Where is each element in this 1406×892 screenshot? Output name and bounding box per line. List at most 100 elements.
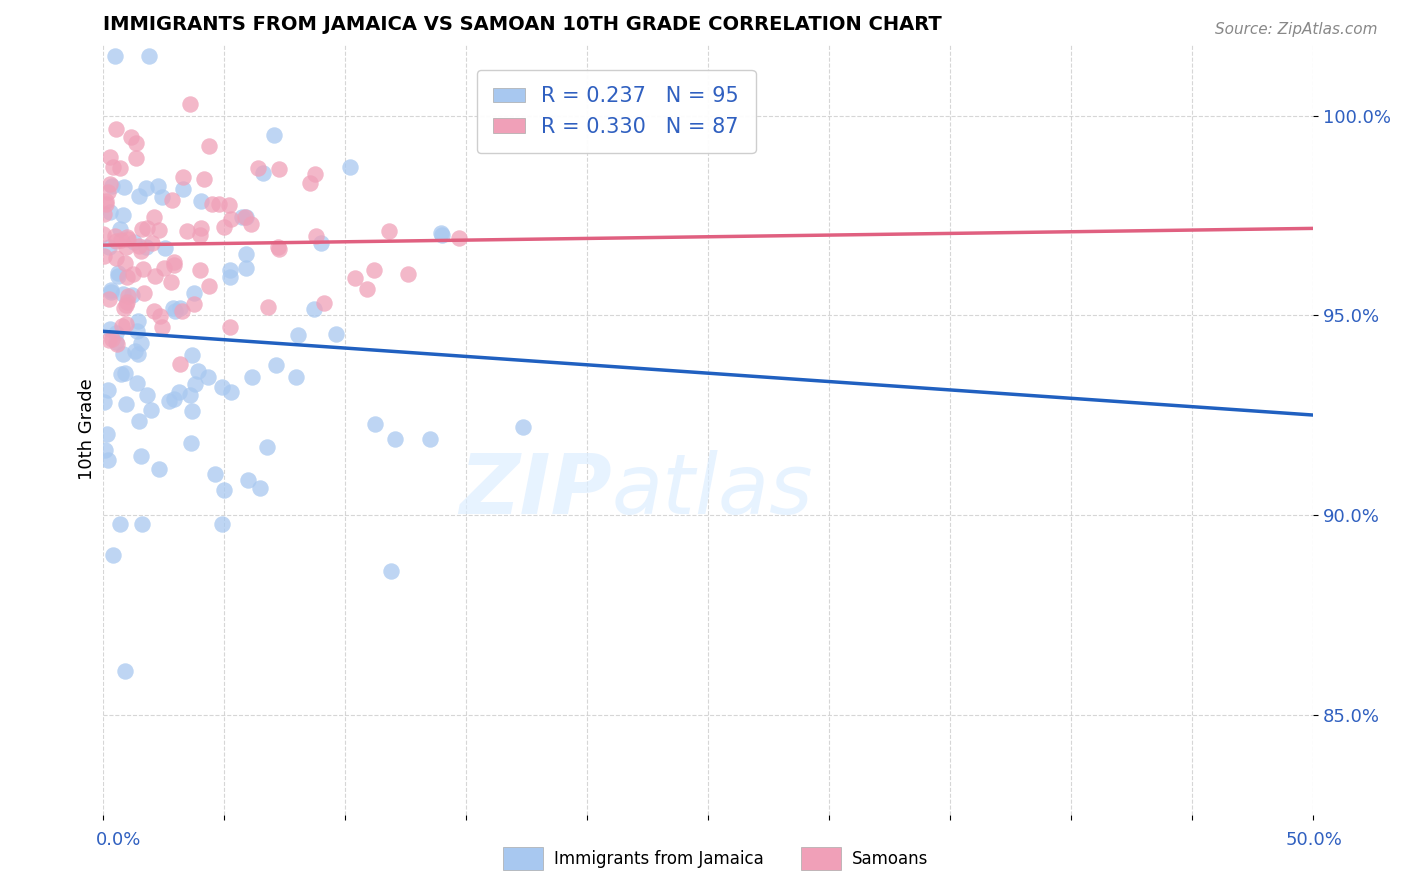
Point [218,320,240,334]
Point [188,228,211,243]
Point [176,224,198,238]
Point [153,241,176,255]
Point [136,220,159,235]
Point [218,270,240,285]
Point [249,481,271,495]
Point [114,665,136,679]
Point [257,300,280,314]
Point [112,301,135,316]
Point [430,226,453,240]
Point [159,275,181,289]
Text: atlas: atlas [612,450,813,532]
Point [141,236,163,251]
Point [148,462,170,476]
Point [143,304,166,318]
Point [304,301,326,316]
Point [284,369,307,384]
Point [93,394,115,409]
Point [100,284,122,298]
Point [212,483,235,497]
Point [105,251,128,265]
Point [125,151,148,165]
Point [160,193,183,207]
Point [111,347,134,361]
Point [107,266,129,280]
Point [111,208,134,222]
Point [104,122,127,136]
Point [93,227,115,241]
Point [98,292,121,306]
Point [231,210,253,224]
Point [120,130,142,145]
Point [115,297,138,311]
Point [129,449,152,463]
Point [98,205,121,219]
Point [162,255,184,269]
Point [93,249,115,263]
Text: 50.0%: 50.0% [1286,831,1343,849]
Point [235,260,257,275]
Point [124,344,146,359]
Point [104,49,127,63]
Point [219,384,242,399]
Point [127,347,149,361]
Point [122,235,145,249]
Point [150,190,173,204]
Point [266,240,288,254]
Point [447,231,470,245]
Point [418,432,440,446]
Point [190,221,212,235]
Point [312,296,335,310]
Point [115,230,138,244]
Point [239,217,262,231]
Point [167,385,190,400]
Point [218,263,240,277]
Point [304,228,326,243]
Point [100,285,122,299]
Point [125,324,148,338]
Point [247,161,270,176]
Point [299,176,322,190]
Point [208,196,231,211]
Point [129,244,152,259]
Point [115,295,138,310]
Point [169,301,191,315]
Point [344,271,367,285]
Point [121,288,143,302]
Point [181,404,204,418]
Point [104,234,127,248]
Point [136,388,159,402]
Point [188,262,211,277]
Point [111,318,134,333]
Point [152,260,174,275]
Text: Source: ZipAtlas.com: Source: ZipAtlas.com [1215,22,1378,37]
Point [187,364,209,378]
Point [263,128,285,143]
Point [180,436,202,450]
Point [150,320,173,334]
Point [157,394,180,409]
Point [233,210,256,224]
Point [125,376,148,390]
Point [143,268,166,283]
Point [235,211,257,225]
Point [204,467,226,481]
Point [108,161,131,175]
Point [131,517,153,532]
Point [96,427,118,442]
Point [98,177,121,191]
Point [512,420,534,434]
Point [131,222,153,236]
Point [304,167,326,181]
Point [309,235,332,250]
Point [197,139,219,153]
Point [339,160,361,174]
Point [287,328,309,343]
Point [384,432,406,446]
Text: IMMIGRANTS FROM JAMAICA VS SAMOAN 10TH GRADE CORRELATION CHART: IMMIGRANTS FROM JAMAICA VS SAMOAN 10TH G… [103,15,942,34]
Point [101,332,124,346]
Point [148,223,170,237]
Point [363,262,385,277]
Point [169,357,191,371]
Point [143,210,166,224]
